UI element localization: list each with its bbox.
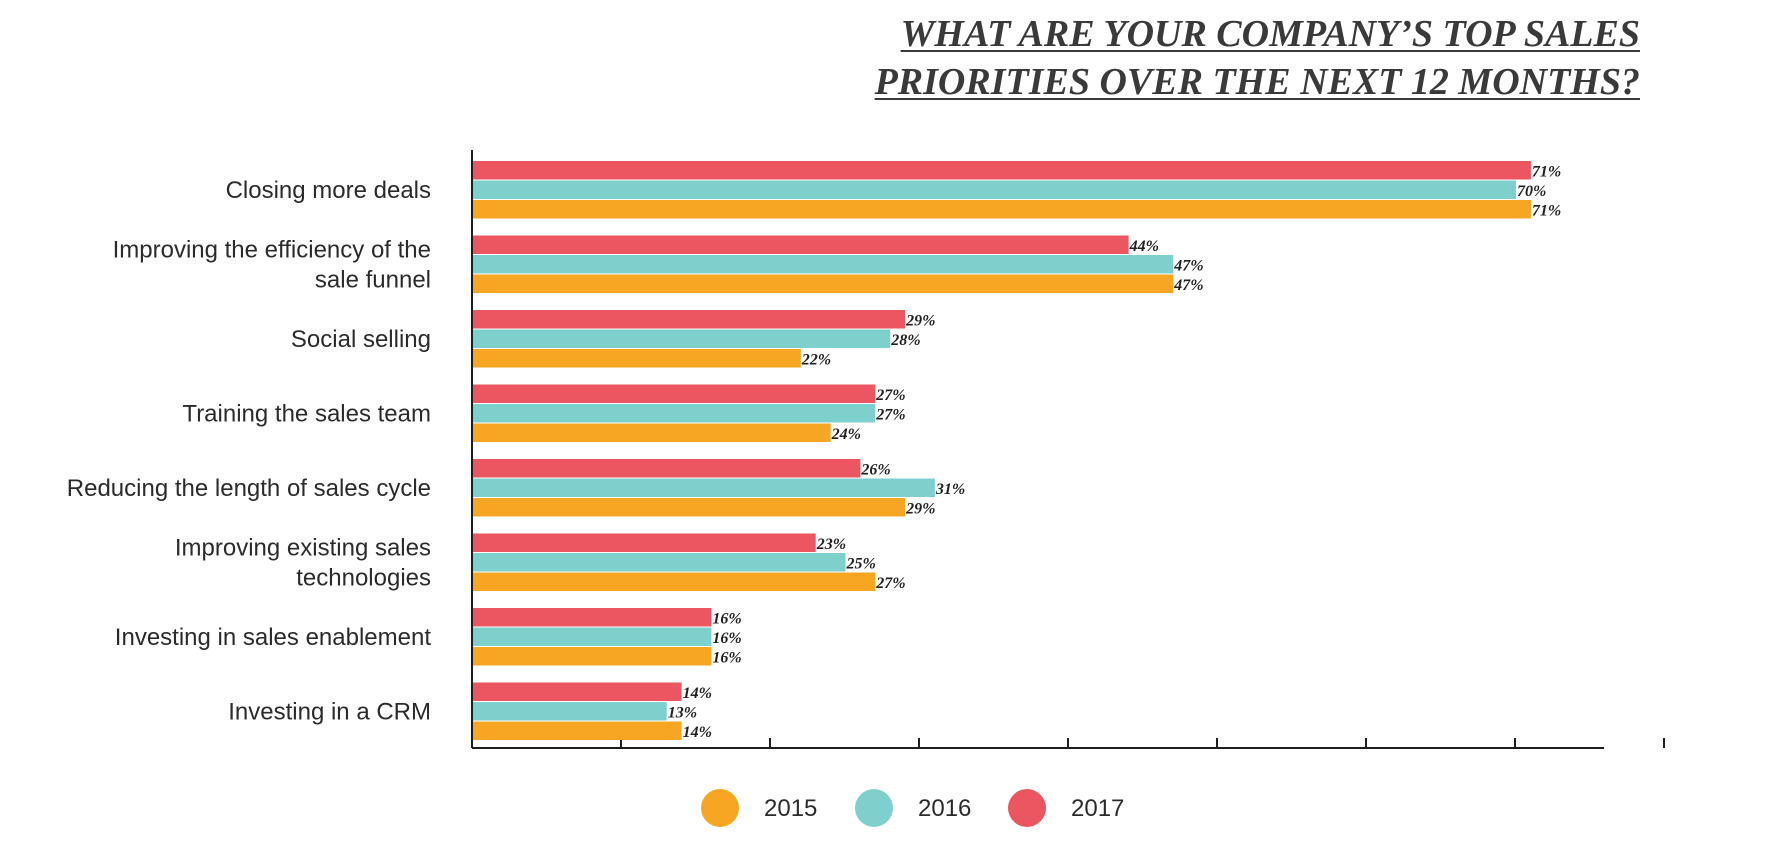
bar-2016 — [473, 627, 712, 646]
chart-title-line-2: PRIORITIES OVER THE NEXT 12 MONTHS? — [874, 61, 1640, 103]
data-label-2016: 27% — [875, 407, 905, 424]
category-label: Improving the efficiency of the — [113, 236, 431, 263]
category-label: Investing in a CRM — [228, 698, 431, 725]
bar-2015 — [473, 349, 801, 368]
category-label: Investing in sales enablement — [115, 624, 432, 651]
data-label-2016: 31% — [935, 481, 965, 498]
category-label: technologies — [296, 564, 431, 591]
bar-2015 — [473, 423, 831, 442]
bar-2015 — [473, 647, 712, 666]
bar-2016 — [473, 478, 935, 497]
legend-label-2017: 2017 — [1071, 795, 1124, 822]
data-label-2016: 70% — [1517, 183, 1546, 200]
bar-2015 — [473, 498, 906, 517]
legend-label-2015: 2015 — [764, 795, 817, 822]
bar-2017 — [473, 161, 1531, 180]
legend-swatch-2015 — [701, 789, 739, 827]
bar-2017 — [473, 533, 816, 552]
bar-2017 — [473, 235, 1129, 254]
data-label-2015: 24% — [831, 426, 861, 443]
category-label: Closing more deals — [226, 177, 431, 204]
bar-2017 — [473, 310, 906, 329]
legend-swatch-2016 — [855, 789, 893, 827]
legend-label-2016: 2016 — [918, 795, 971, 822]
data-label-2016: 28% — [890, 332, 920, 349]
data-label-2015: 29% — [905, 501, 935, 518]
bar-2016 — [473, 329, 891, 348]
bar-2015 — [473, 274, 1174, 293]
legend-swatch-2017 — [1008, 789, 1046, 827]
bar-2017 — [473, 384, 876, 403]
bar-2015 — [473, 200, 1531, 219]
bar-2016 — [473, 553, 846, 572]
bar-2017 — [473, 682, 682, 701]
data-label-2015: 14% — [683, 724, 712, 741]
data-label-2015: 22% — [801, 352, 831, 369]
category-label: sale funnel — [315, 266, 431, 293]
data-label-2015: 27% — [875, 575, 905, 592]
data-label-2017: 26% — [860, 462, 890, 479]
data-label-2016: 25% — [846, 556, 876, 573]
bar-2017 — [473, 608, 712, 627]
data-label-2017: 71% — [1532, 164, 1561, 181]
chart-title: WHAT ARE YOUR COMPANY’S TOP SALES PRIORI… — [875, 10, 1640, 106]
data-label-2017: 16% — [712, 611, 741, 628]
data-label-2017: 23% — [816, 536, 846, 553]
bar-2016 — [473, 255, 1174, 274]
data-label-2015: 47% — [1173, 277, 1203, 294]
chart-title-line-1: WHAT ARE YOUR COMPANY’S TOP SALES — [900, 13, 1640, 55]
data-label-2017: 44% — [1129, 238, 1159, 255]
data-label-2016: 13% — [668, 705, 697, 722]
category-label: Training the sales team — [182, 400, 431, 427]
category-label: Social selling — [291, 326, 431, 353]
data-label-2015: 71% — [1532, 203, 1561, 220]
data-label-2016: 16% — [712, 630, 741, 647]
data-label-2017: 14% — [683, 685, 712, 702]
bar-2017 — [473, 459, 861, 478]
bar-2016 — [473, 404, 876, 423]
category-label: Reducing the length of sales cycle — [67, 475, 431, 502]
data-label-2015: 16% — [712, 650, 741, 667]
data-label-2017: 29% — [905, 313, 935, 330]
data-label-2017: 27% — [875, 387, 905, 404]
bar-2016 — [473, 180, 1516, 199]
bar-2015 — [473, 721, 682, 740]
data-label-2016: 47% — [1173, 258, 1203, 275]
category-label: Improving existing sales — [175, 534, 431, 561]
bar-2015 — [473, 572, 876, 591]
bar-2016 — [473, 702, 667, 721]
